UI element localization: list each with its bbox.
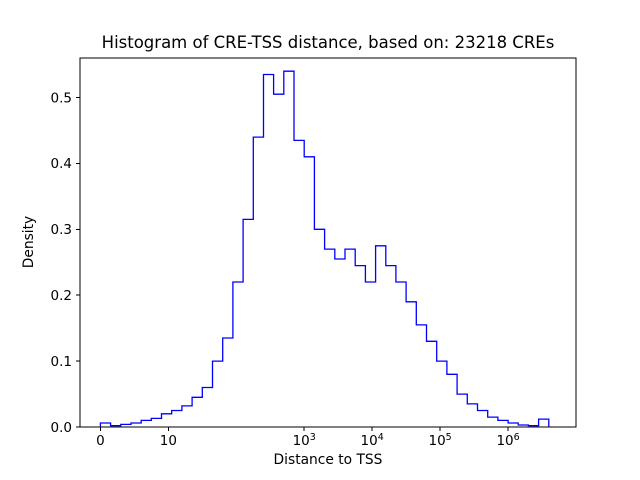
x-tick-label: 106 xyxy=(496,432,519,449)
y-axis-ticks: 0.0 0.1 0.2 0.3 0.4 0.5 xyxy=(51,90,80,436)
y-tick-label: 0.5 xyxy=(51,90,72,106)
x-tick-label: 0 xyxy=(96,433,105,449)
histogram-series xyxy=(99,70,550,427)
chart-title: Histogram of CRE-TSS distance, based on:… xyxy=(102,33,555,52)
y-axis-label: Density xyxy=(21,216,37,268)
y-tick-label: 0.0 xyxy=(51,420,72,436)
x-tick-label: 105 xyxy=(428,432,451,449)
y-tick-label: 0.4 xyxy=(51,156,72,172)
y-tick-label: 0.2 xyxy=(51,288,72,304)
y-tick-label: 0.3 xyxy=(51,222,72,238)
x-tick-label: 103 xyxy=(293,432,316,449)
histogram-step-line xyxy=(99,70,550,427)
plot-area xyxy=(80,58,576,427)
x-axis-ticks: 0 10 103 104 105 106 xyxy=(96,427,520,449)
x-axis-label: Distance to TSS xyxy=(274,452,383,468)
x-tick-label: 10 xyxy=(160,433,177,449)
y-tick-label: 0.1 xyxy=(51,354,72,370)
x-tick-label: 104 xyxy=(361,432,384,449)
axes-box xyxy=(79,57,577,428)
